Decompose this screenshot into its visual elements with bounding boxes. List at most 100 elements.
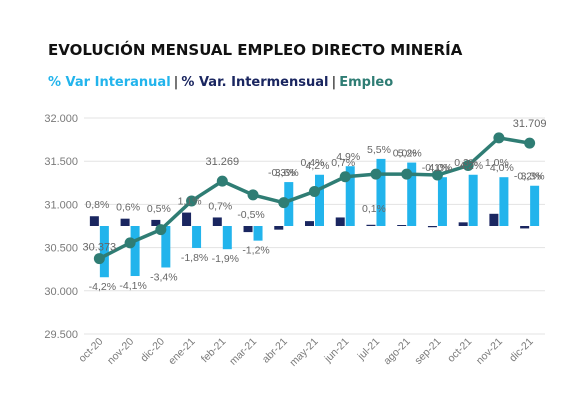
legend-separator: | — [174, 75, 179, 90]
y-axis: 29.500 30.000 30.500 31.000 31.500 32.000 — [44, 113, 78, 341]
label-interanual: -1,8% — [181, 252, 208, 264]
x-tick-label: nov-21 — [474, 336, 505, 367]
label-intermensual: 0,8% — [85, 199, 109, 211]
x-tick-label: jun-21 — [322, 336, 352, 366]
bars — [89, 158, 540, 278]
bar-interanual — [530, 185, 540, 226]
label-interanual: 3,3% — [521, 171, 545, 183]
bar-interanual — [345, 166, 355, 226]
label-intermensual: 0,4% — [301, 157, 325, 169]
label-interanual: -3,4% — [150, 271, 177, 283]
bar-intermensual — [335, 217, 345, 226]
bar-intermensual — [182, 212, 192, 226]
bar-intermensual — [397, 225, 407, 226]
bar-interanual — [253, 226, 263, 241]
empleo-point — [247, 189, 259, 201]
label-intermensual: 0,7% — [208, 200, 232, 212]
empleo-point — [309, 185, 320, 197]
y-tick-label: 30.500 — [44, 243, 78, 255]
x-tick-label: dic-20 — [138, 336, 167, 365]
bar-interanual — [192, 226, 202, 248]
label-interanual: 4,0% — [428, 162, 452, 174]
bar-intermensual — [366, 224, 376, 226]
label-intermensual: 1,1% — [178, 196, 202, 208]
label-intermensual: -0,5% — [237, 209, 264, 221]
label-intermensual: 0,6% — [116, 202, 140, 214]
label-interanual: 4,2% — [459, 160, 483, 172]
x-tick-label: jul-21 — [355, 336, 382, 363]
empleo-point — [278, 197, 290, 209]
x-tick-label: abr-21 — [260, 336, 290, 366]
empleo-point — [462, 160, 474, 172]
label-interanual: 3,6% — [275, 167, 299, 179]
bar-intermensual — [212, 217, 222, 226]
label-interanual: -1,9% — [212, 253, 239, 265]
y-tick-label: 31.500 — [44, 156, 78, 168]
label-interanual: -4,1% — [119, 280, 146, 292]
x-tick-label: oct-20 — [76, 336, 105, 365]
empleo-point — [339, 171, 351, 183]
bar-intermensual — [305, 221, 314, 226]
empleo-point — [216, 175, 228, 187]
empleo-point — [155, 224, 167, 236]
x-tick-label: may-21 — [287, 336, 320, 369]
label-interanual: -4,2% — [89, 281, 116, 293]
x-tick-label: oct-21 — [445, 336, 474, 365]
x-tick-label: dic-21 — [507, 336, 536, 365]
label-interanual: 4,2% — [306, 160, 330, 172]
bar-interanual — [161, 226, 171, 268]
label-interanual: 5,2% — [398, 148, 422, 160]
bar-intermensual — [489, 213, 499, 226]
y-tick-label: 32.000 — [44, 113, 78, 125]
bar-interanual — [407, 162, 417, 226]
bar-interanual — [222, 226, 232, 250]
bar-intermensual — [427, 226, 437, 228]
bar-intermensual — [274, 226, 284, 230]
label-interanual: 4,0% — [490, 162, 514, 174]
data-labels: 0,8% -4,2% 0,6% -4,1% 0,5% -3,4% 1,1% -1,8% 0,7%… — [83, 118, 547, 293]
label-interanual: 5,5% — [367, 144, 391, 156]
label-empleo: 31.269 — [205, 156, 239, 168]
empleo-point — [431, 169, 443, 181]
empleo-point — [93, 253, 105, 265]
empleo-point — [370, 168, 382, 180]
legend: % Var Interanual |% Var. Intermensual | Emp… — [48, 75, 393, 90]
bar-interanual — [99, 226, 109, 278]
chart-title: EVOLUCIÓN MENSUAL EMPLEO DIRECTO MINERÍA — [48, 40, 463, 59]
empleo-point — [186, 195, 198, 207]
label-intermensual: 1,0% — [485, 157, 509, 169]
legend-separator: | — [331, 75, 336, 90]
bar-intermensual — [151, 219, 161, 226]
label-interanual: -1,2% — [242, 245, 269, 257]
label-intermensual: 0,7% — [331, 157, 355, 169]
label-intermensual: -0,2% — [514, 171, 541, 183]
empleo-point — [524, 137, 536, 149]
label-empleo: 30.373 — [83, 242, 117, 254]
y-tick-label: 31.000 — [44, 199, 78, 211]
label-interanual: 4,9% — [336, 151, 360, 163]
bar-interanual — [437, 177, 447, 226]
x-tick-label: feb-21 — [199, 336, 229, 366]
bar-interanual — [315, 174, 324, 226]
empleo-line — [93, 132, 536, 265]
bar-intermensual — [243, 226, 253, 233]
label-intermensual: 0,1% — [362, 203, 386, 215]
x-tick-label: mar-21 — [227, 336, 259, 368]
bar-interanual — [376, 158, 386, 226]
bar-intermensual — [89, 216, 99, 226]
x-tick-label: sep-21 — [412, 336, 443, 367]
empleo-point — [401, 168, 413, 180]
bar-intermensual — [120, 218, 130, 226]
label-empleo: 31.709 — [513, 118, 547, 130]
label-intermensual: 0,3% — [454, 157, 478, 169]
y-tick-label: 30.000 — [44, 286, 78, 298]
bar-interanual — [499, 177, 509, 226]
label-intermensual: 0,0% — [393, 148, 417, 160]
gridlines — [84, 117, 545, 335]
x-tick-label: ago-21 — [381, 336, 413, 368]
label-intermensual: 0,5% — [147, 203, 171, 215]
x-tick-label: ene-21 — [166, 336, 198, 368]
bar-interanual — [468, 174, 478, 226]
